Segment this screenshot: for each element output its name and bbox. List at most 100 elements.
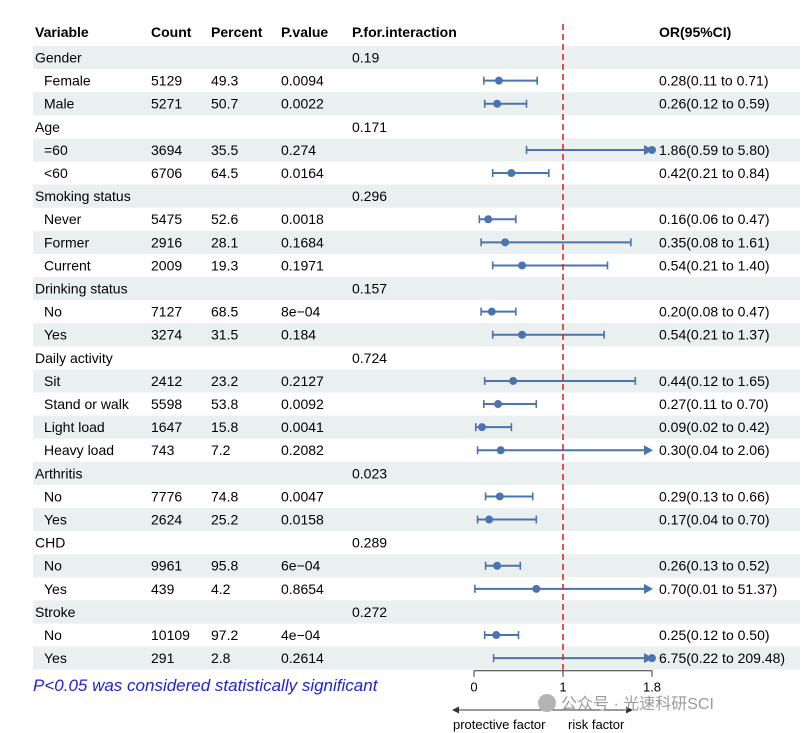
p-value: 0.0022	[281, 96, 324, 112]
point-estimate	[494, 76, 503, 85]
percent-value: 68.5	[211, 304, 238, 320]
row-stripe	[33, 46, 800, 70]
p-value: 0.0018	[281, 211, 324, 227]
point-estimate	[532, 584, 541, 593]
variable-label: Smoking status	[35, 188, 131, 204]
p-value: 6e−04	[281, 558, 321, 574]
point-estimate	[518, 261, 527, 270]
subgroup-label: Light load	[44, 419, 105, 435]
count-value: 5129	[151, 73, 182, 89]
p-interaction-value: 0.272	[352, 604, 387, 620]
percent-value: 23.2	[211, 373, 238, 389]
count-value: 1647	[151, 419, 182, 435]
header-p-interaction: P.for.interaction	[352, 24, 457, 40]
row-stripe	[33, 369, 800, 393]
point-estimate	[501, 238, 510, 247]
arrow-left-icon	[452, 706, 459, 714]
or-ci-text: 0.70(0.01 to 51.37)	[659, 581, 777, 597]
p-value: 0.0094	[281, 73, 324, 89]
subgroup-label: Male	[44, 96, 75, 112]
point-estimate	[507, 169, 516, 178]
count-value: 5598	[151, 396, 182, 412]
subgroup-row: Female 5129 49.3 0.0094 0.28(0.11 to 0.71)	[44, 73, 768, 89]
count-value: 2412	[151, 373, 182, 389]
plot-marks	[474, 76, 656, 664]
subgroup-row: No 7776 74.8 0.0047 0.29(0.13 to 0.66)	[44, 488, 770, 504]
or-ci-text: 0.29(0.13 to 0.66)	[659, 488, 770, 504]
group-row: Stroke 0.272	[35, 604, 387, 620]
group-row: CHD 0.289	[35, 535, 387, 551]
count-value: 2009	[151, 257, 182, 273]
percent-value: 52.6	[211, 211, 238, 227]
variable-label: CHD	[35, 535, 65, 551]
subgroup-label: No	[44, 627, 62, 643]
subgroup-label: Never	[44, 211, 82, 227]
group-row: Age 0.171	[35, 119, 387, 135]
p-value: 0.0092	[281, 396, 324, 412]
point-estimate	[484, 215, 493, 224]
row-stripe	[33, 461, 800, 485]
footnote: P<0.05 was considered statistically sign…	[33, 676, 379, 695]
percent-value: 53.8	[211, 396, 238, 412]
percent-value: 49.3	[211, 73, 238, 89]
row-stripe	[33, 138, 800, 162]
row-stripe	[33, 323, 800, 347]
or-ci-text: 0.30(0.04 to 2.06)	[659, 442, 770, 458]
variable-label: Arthritis	[35, 465, 82, 481]
row-stripe	[33, 230, 800, 254]
count-value: 7127	[151, 304, 182, 320]
count-value: 5271	[151, 96, 182, 112]
variable-label: Gender	[35, 50, 82, 66]
p-interaction-value: 0.171	[352, 119, 387, 135]
header-variable: Variable	[35, 24, 89, 40]
point-estimate	[478, 423, 487, 432]
count-value: 5475	[151, 211, 182, 227]
subgroup-row: Yes 291 2.8 0.2614 6.75(0.22 to 209.48)	[44, 650, 785, 666]
or-ci-text: 0.27(0.11 to 0.70)	[659, 396, 768, 412]
row-stripe	[33, 554, 800, 578]
percent-value: 97.2	[211, 627, 238, 643]
variable-label: Stroke	[35, 604, 76, 620]
or-ci-text: 0.28(0.11 to 0.71)	[659, 73, 768, 89]
subgroup-row: =60 3694 35.5 0.274 1.86(0.59 to 5.80)	[44, 142, 770, 158]
point-estimate	[492, 631, 501, 640]
count-value: 7776	[151, 488, 182, 504]
row-stripe	[33, 600, 800, 624]
x-axis: 0 1 1.8	[470, 670, 661, 695]
percent-value: 95.8	[211, 558, 238, 574]
group-row: Smoking status 0.296	[35, 188, 387, 204]
or-ci-text: 0.16(0.06 to 0.47)	[659, 211, 770, 227]
count-value: 439	[151, 581, 175, 597]
arrow-right-icon	[626, 706, 633, 714]
p-value: 0.1971	[281, 257, 324, 273]
header-count: Count	[151, 24, 192, 40]
p-value: 4e−04	[281, 627, 321, 643]
subgroup-label: Heavy load	[44, 442, 114, 458]
percent-value: 7.2	[211, 442, 231, 458]
subgroup-row: No 10109 97.2 4e−04 0.25(0.12 to 0.50)	[44, 627, 770, 643]
row-stripe	[33, 184, 800, 208]
p-interaction-value: 0.157	[352, 281, 387, 297]
subgroup-row: Former 2916 28.1 0.1684 0.35(0.08 to 1.61)	[44, 234, 770, 250]
subgroup-label: Sit	[44, 373, 60, 389]
row-stripe	[33, 277, 800, 301]
percent-value: 64.5	[211, 165, 238, 181]
count-value: 2624	[151, 512, 182, 528]
point-estimate	[648, 654, 656, 663]
or-ci-text: 0.54(0.21 to 1.40)	[659, 257, 770, 273]
subgroup-label: Female	[44, 73, 91, 89]
direction-label-protective: protective factor	[453, 717, 546, 732]
p-value: 0.2127	[281, 373, 324, 389]
percent-value: 19.3	[211, 257, 238, 273]
subgroup-row: Yes 439 4.2 0.8654 0.70(0.01 to 51.37)	[44, 581, 777, 597]
subgroup-label: Stand or walk	[44, 396, 130, 412]
subgroup-row: <60 6706 64.5 0.0164 0.42(0.21 to 0.84)	[44, 165, 770, 181]
subgroup-row: Light load 1647 15.8 0.0041 0.09(0.02 to 0.4…	[44, 419, 770, 435]
p-value: 0.184	[281, 327, 316, 343]
subgroup-label: No	[44, 558, 62, 574]
subgroup-row: Heavy load 743 7.2 0.2082 0.30(0.04 to 2.06)	[44, 442, 770, 458]
ci-arrow-icon	[644, 583, 653, 594]
p-value: 0.0158	[281, 512, 324, 528]
count-value: 6706	[151, 165, 182, 181]
subgroup-row: No 7127 68.5 8e−04 0.20(0.08 to 0.47)	[44, 304, 770, 320]
